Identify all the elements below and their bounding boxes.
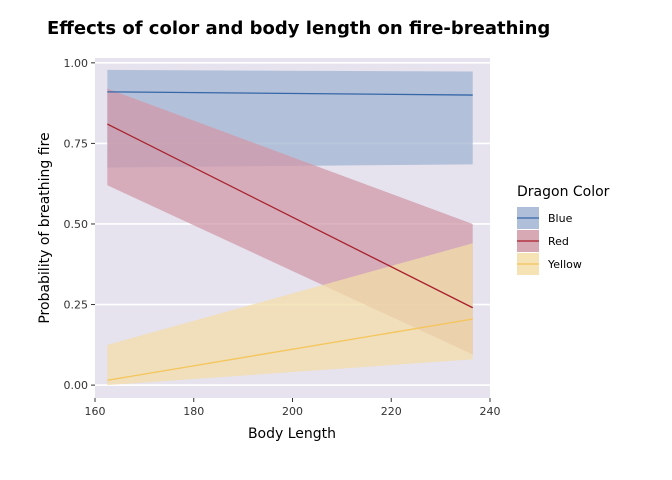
- series-line-red: [107, 123, 474, 309]
- x-tick-label-3: 220: [381, 405, 402, 418]
- legend: Dragon Color Blue Red Yellow: [517, 184, 610, 275]
- y-tick-label-4: 1.00: [64, 57, 89, 70]
- x-tick-label-2: 200: [282, 405, 303, 418]
- ribbon-yellow: [107, 243, 473, 386]
- series-line-blue: [107, 91, 473, 96]
- y-tick-label-2: 0.50: [64, 218, 89, 231]
- x-tick-label-0: 160: [85, 405, 106, 418]
- legend-title: Dragon Color: [517, 184, 610, 200]
- y-tick-label-1: 0.25: [64, 299, 89, 312]
- chart-title: Effects of color and body length on fire…: [47, 18, 550, 39]
- series-line-yellow: [107, 318, 473, 381]
- y-axis: 0.00 0.25 0.50 0.75 1.00: [64, 57, 95, 392]
- legend-label-red: Red: [548, 235, 569, 248]
- x-tick-label-4: 240: [480, 405, 501, 418]
- x-axis-title: Body Length: [248, 426, 336, 442]
- series-lines: [107, 91, 474, 381]
- y-tick-label-0: 0.00: [64, 379, 89, 392]
- x-axis: 160 180 200 220 240: [85, 398, 501, 418]
- legend-label-blue: Blue: [548, 212, 573, 225]
- y-axis-title: Probability of breathing fire: [37, 132, 53, 323]
- legend-label-yellow: Yellow: [547, 258, 582, 271]
- y-tick-label-3: 0.75: [64, 137, 89, 150]
- x-tick-label-1: 180: [183, 405, 204, 418]
